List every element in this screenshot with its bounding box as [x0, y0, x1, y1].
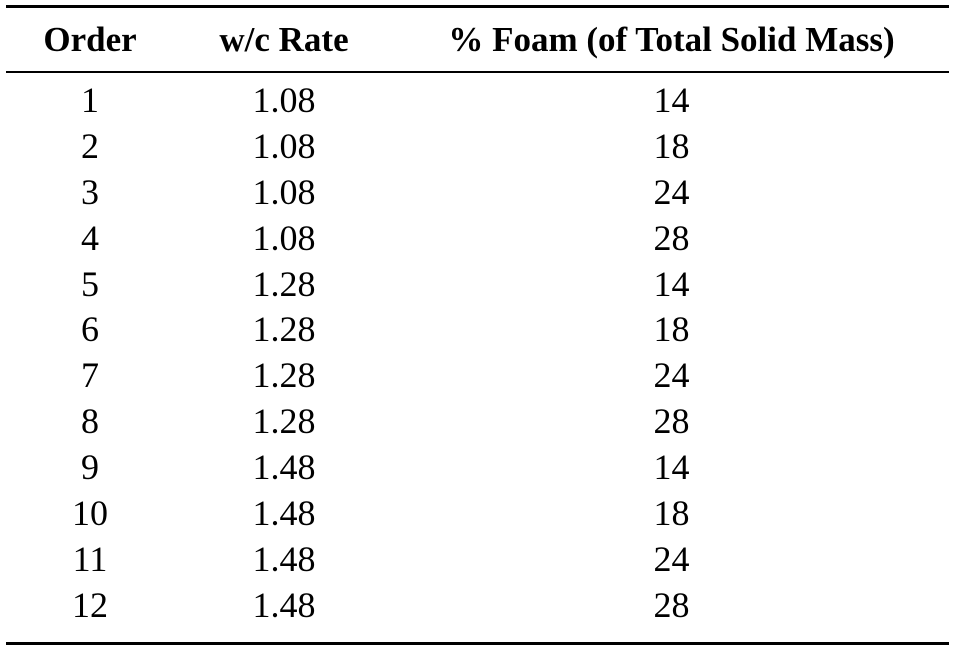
cell-order: 6 — [81, 309, 99, 350]
cell-foam-percent: 18 — [653, 492, 690, 533]
cell-order: 3 — [81, 171, 99, 212]
cell-order: 1 — [81, 79, 99, 120]
header-foam-percent: % Foam (of Total Solid Mass) — [448, 19, 895, 59]
cell-order: 10 — [72, 492, 108, 533]
header-rule — [6, 71, 949, 73]
cell-wc-rate: 1.28 — [252, 309, 316, 350]
cell-order: 11 — [72, 538, 108, 579]
cell-wc-rate: 1.28 — [252, 263, 316, 304]
cell-wc-rate: 1.48 — [252, 447, 316, 488]
cell-order: 8 — [81, 401, 99, 442]
table-row: 4 1.08 28 — [6, 215, 949, 261]
cell-foam-percent: 18 — [653, 309, 690, 350]
cell-wc-rate: 1.08 — [252, 171, 316, 212]
cell-wc-rate: 1.08 — [252, 217, 316, 258]
cell-foam-percent: 14 — [653, 263, 690, 304]
cell-foam-percent: 24 — [653, 538, 690, 579]
cell-order: 2 — [81, 125, 99, 166]
table-row: 7 1.28 24 — [6, 352, 949, 398]
cell-wc-rate: 1.48 — [252, 492, 316, 533]
cell-order: 5 — [81, 263, 99, 304]
mix-design-table: Order w/c Rate % Foam (of Total Solid Ma… — [6, 8, 949, 628]
table-row: 12 1.48 28 — [6, 582, 949, 628]
cell-foam-percent: 28 — [653, 584, 690, 625]
table-row: 3 1.08 24 — [6, 169, 949, 215]
cell-order: 7 — [81, 355, 99, 396]
cell-foam-percent: 18 — [653, 125, 690, 166]
cell-foam-percent: 14 — [653, 447, 690, 488]
table-row: 2 1.08 18 — [6, 123, 949, 169]
cell-foam-percent: 28 — [653, 217, 690, 258]
table-row: 1 1.08 14 — [6, 71, 949, 123]
cell-wc-rate: 1.48 — [252, 584, 316, 625]
bottom-rule — [6, 642, 949, 645]
cell-order: 12 — [72, 584, 108, 625]
table-row: 10 1.48 18 — [6, 490, 949, 536]
cell-foam-percent: 28 — [653, 401, 690, 442]
table-row: 11 1.48 24 — [6, 536, 949, 582]
table-row: 6 1.28 18 — [6, 306, 949, 352]
cell-foam-percent: 14 — [653, 79, 690, 120]
table-row: 8 1.28 28 — [6, 398, 949, 444]
table-row: 9 1.48 14 — [6, 444, 949, 490]
cell-wc-rate: 1.08 — [252, 125, 316, 166]
cell-foam-percent: 24 — [653, 171, 690, 212]
header-wc-rate: w/c Rate — [219, 19, 349, 59]
table-row: 5 1.28 14 — [6, 261, 949, 307]
cell-order: 9 — [81, 447, 99, 488]
cell-wc-rate: 1.08 — [252, 79, 316, 120]
cell-wc-rate: 1.28 — [252, 355, 316, 396]
cell-foam-percent: 24 — [653, 355, 690, 396]
top-rule — [6, 5, 949, 8]
cell-wc-rate: 1.48 — [252, 538, 316, 579]
cell-wc-rate: 1.28 — [252, 401, 316, 442]
header-order: Order — [43, 19, 137, 59]
header-row: Order w/c Rate % Foam (of Total Solid Ma… — [6, 8, 949, 71]
cell-order: 4 — [81, 217, 99, 258]
